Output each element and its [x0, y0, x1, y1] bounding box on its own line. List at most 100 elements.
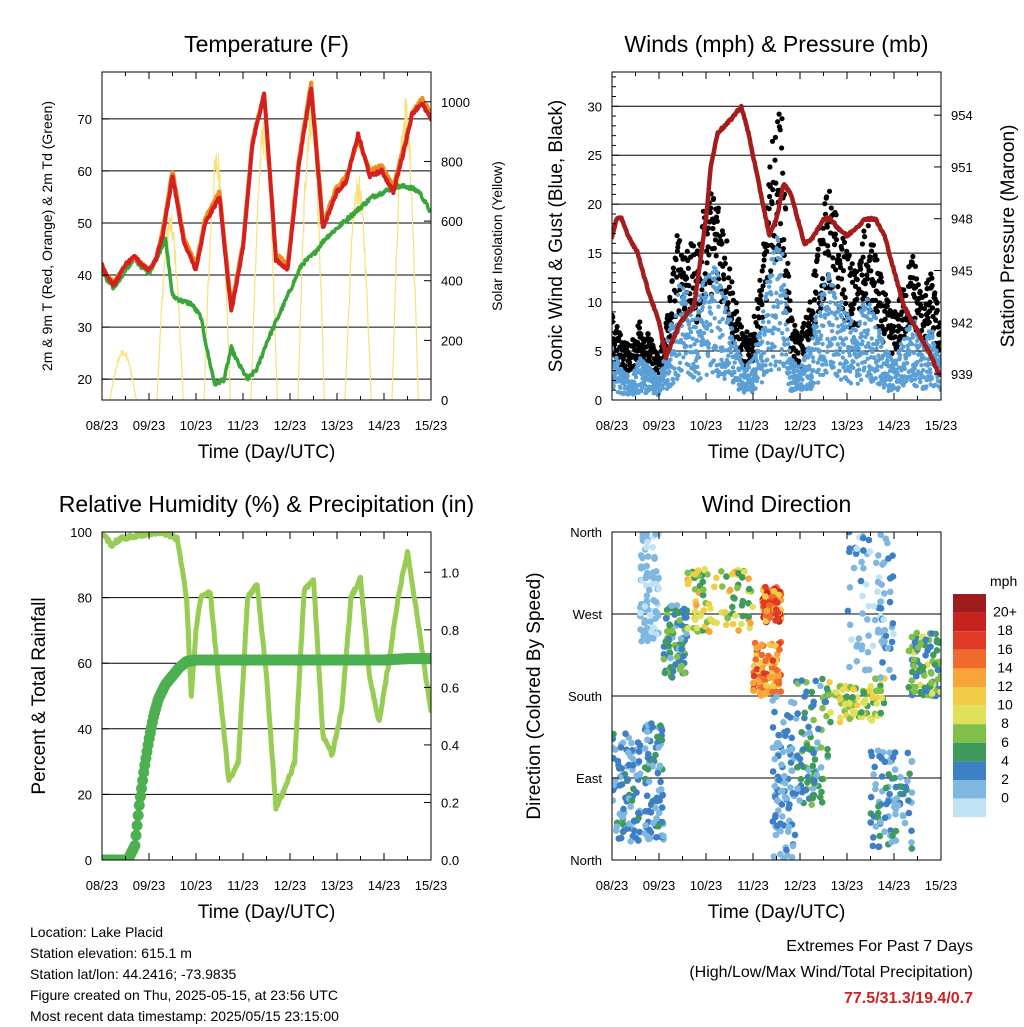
solar-insolation-line [344, 176, 372, 400]
wind-direction-point [798, 729, 805, 736]
wind-direction-point [872, 785, 879, 793]
wind-direction-point [892, 810, 899, 818]
wind-direction-point [769, 724, 777, 731]
wind-direction-point [762, 593, 769, 600]
wind-direction-point [765, 602, 773, 609]
wind-direction-point [901, 819, 909, 827]
wind-direction-point [924, 647, 931, 654]
wind-point [765, 340, 770, 346]
wind-direction-point [798, 677, 805, 684]
wind-direction-point [931, 661, 939, 668]
wind-point [723, 369, 728, 375]
gust-point [733, 300, 739, 306]
legend-swatch [953, 594, 986, 613]
wind-point [769, 292, 774, 297]
gust-point [832, 231, 839, 237]
wind-direction-point [930, 651, 937, 659]
gust-point [738, 324, 745, 330]
wind-direction-point [643, 592, 651, 599]
wind-point [880, 339, 885, 345]
wind-direction-point [801, 709, 809, 717]
wind-direction-point [779, 748, 787, 756]
wind-direction-point [865, 666, 873, 673]
wind-direction-point [749, 679, 757, 687]
gust-point [705, 244, 711, 250]
wind-point [750, 379, 756, 384]
wind-point [936, 384, 941, 389]
wind-point [718, 285, 723, 290]
wind-direction-point [635, 748, 643, 755]
gust-point [928, 271, 934, 277]
gust-point [918, 313, 924, 319]
wind-direction-point [662, 638, 670, 645]
wind-direction-point [779, 813, 786, 820]
wind-point [776, 327, 781, 332]
x-tick-label: 10/23 [690, 418, 723, 433]
wind-direction-point [934, 666, 941, 674]
wind-direction-point [881, 590, 888, 597]
gust-point [844, 248, 850, 254]
wind-direction-point [616, 782, 624, 789]
wind-direction-point [773, 822, 781, 829]
wind-direction-point [836, 696, 844, 703]
gust-point [885, 299, 892, 305]
legend-label: 4 [1001, 752, 1009, 768]
gust-point [903, 292, 909, 299]
wind-direction-point [693, 601, 700, 609]
wind-point [744, 368, 749, 373]
wind-direction-point [643, 792, 651, 800]
wind-direction-point [818, 799, 826, 806]
wind-point [755, 359, 760, 364]
gust-point [780, 170, 786, 176]
wind-point [934, 348, 939, 353]
wind-point [818, 313, 824, 319]
gust-point [849, 261, 855, 267]
gust-point [938, 330, 941, 336]
wind-point [822, 292, 827, 297]
wind-point [765, 312, 771, 318]
wind-direction-point [775, 731, 782, 739]
wind-point [714, 280, 719, 285]
gust-point [736, 316, 742, 322]
wind-point [660, 386, 665, 391]
wind-point [830, 360, 836, 365]
wind-direction-point [877, 598, 884, 606]
gust-point [637, 319, 643, 325]
wind-point [764, 291, 770, 297]
wind-direction-point [750, 687, 757, 694]
gust-point [912, 315, 918, 321]
y2-tick-label: 942 [951, 315, 973, 330]
wind-point [937, 363, 941, 369]
wind-direction-point [747, 619, 754, 627]
wind-point [698, 376, 703, 381]
humidity-precip-panel: 08/23 09/23 10/23 11/23 12/23 13/23 14/23 15/23… [29, 491, 474, 923]
wind-direction-point [676, 617, 684, 624]
wind-direction-point [872, 781, 879, 788]
gust-point [768, 268, 774, 274]
wind-direction-point [881, 828, 888, 835]
wind-direction-point [843, 693, 851, 700]
wind-point [695, 364, 700, 370]
wind-direction-point [723, 621, 730, 629]
gust-point [847, 265, 853, 271]
wind-direction-point [882, 784, 890, 792]
wind-point [922, 356, 927, 361]
wind-point [866, 341, 871, 346]
wind-point [802, 358, 807, 363]
wind-point [909, 342, 915, 347]
wind-direction-point [859, 592, 866, 600]
wind-point [827, 289, 832, 295]
wind-point [706, 341, 711, 346]
gust-point [879, 279, 885, 285]
gust-point [720, 272, 727, 278]
wind-direction-point [772, 831, 780, 839]
wind-direction-point [872, 823, 880, 830]
wind-direction-point [878, 755, 885, 762]
wind-direction-point [911, 688, 918, 695]
wind-point [713, 344, 719, 349]
wind-direction-point [790, 699, 798, 707]
wind-point [849, 318, 854, 324]
wind-direction-point [921, 672, 928, 679]
wind-point [782, 342, 788, 347]
gust-point [915, 282, 921, 288]
